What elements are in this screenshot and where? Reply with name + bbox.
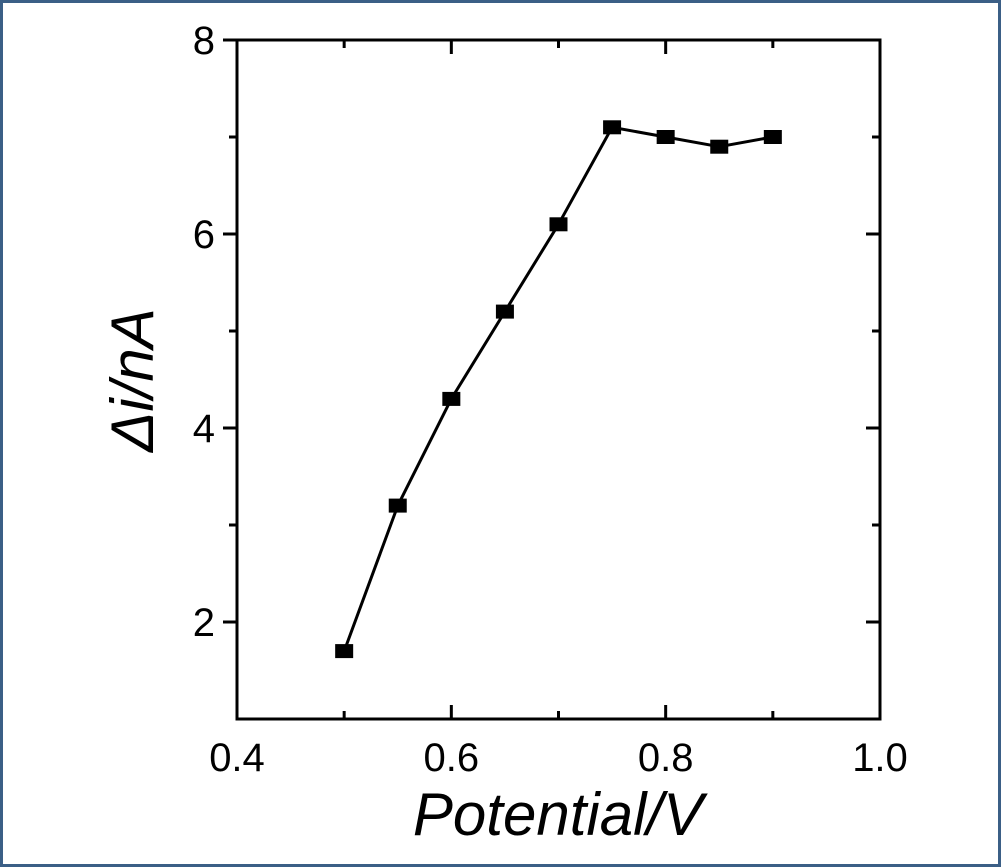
series-layer (335, 120, 782, 659)
data-point-marker (335, 644, 354, 659)
data-point-marker (442, 391, 461, 406)
y-axis-tick-labels: 2 4 6 8 (193, 19, 215, 645)
y-tick-label: 2 (193, 601, 215, 645)
chart: 0.4 0.6 0.8 1.0 2 4 6 8 Potential/V Δi/nA (99, 19, 908, 848)
y-axis-label: Δi/nA (99, 308, 166, 454)
y-tick-label: 4 (193, 407, 215, 451)
x-tick-label: 1.0 (852, 736, 908, 780)
data-point-marker (656, 130, 675, 144)
x-axis-ticks (235, 40, 882, 719)
data-point-marker (549, 217, 568, 232)
series-line (342, 125, 774, 652)
data-point-marker (388, 498, 407, 513)
data-point-marker (763, 130, 782, 144)
x-tick-label: 0.4 (209, 736, 265, 780)
y-tick-label: 6 (193, 213, 215, 257)
data-point-marker (710, 139, 729, 154)
x-axis-label: Potential/V (413, 781, 708, 848)
data-point-marker (495, 304, 514, 319)
plot-area (235, 38, 882, 721)
x-tick-label: 0.6 (424, 736, 480, 780)
y-axis-ticks (223, 38, 880, 624)
data-point-marker (603, 120, 622, 135)
x-axis-tick-labels: 0.4 0.6 0.8 1.0 (209, 736, 908, 780)
x-tick-label: 0.8 (638, 736, 694, 780)
y-tick-label: 8 (193, 19, 215, 63)
